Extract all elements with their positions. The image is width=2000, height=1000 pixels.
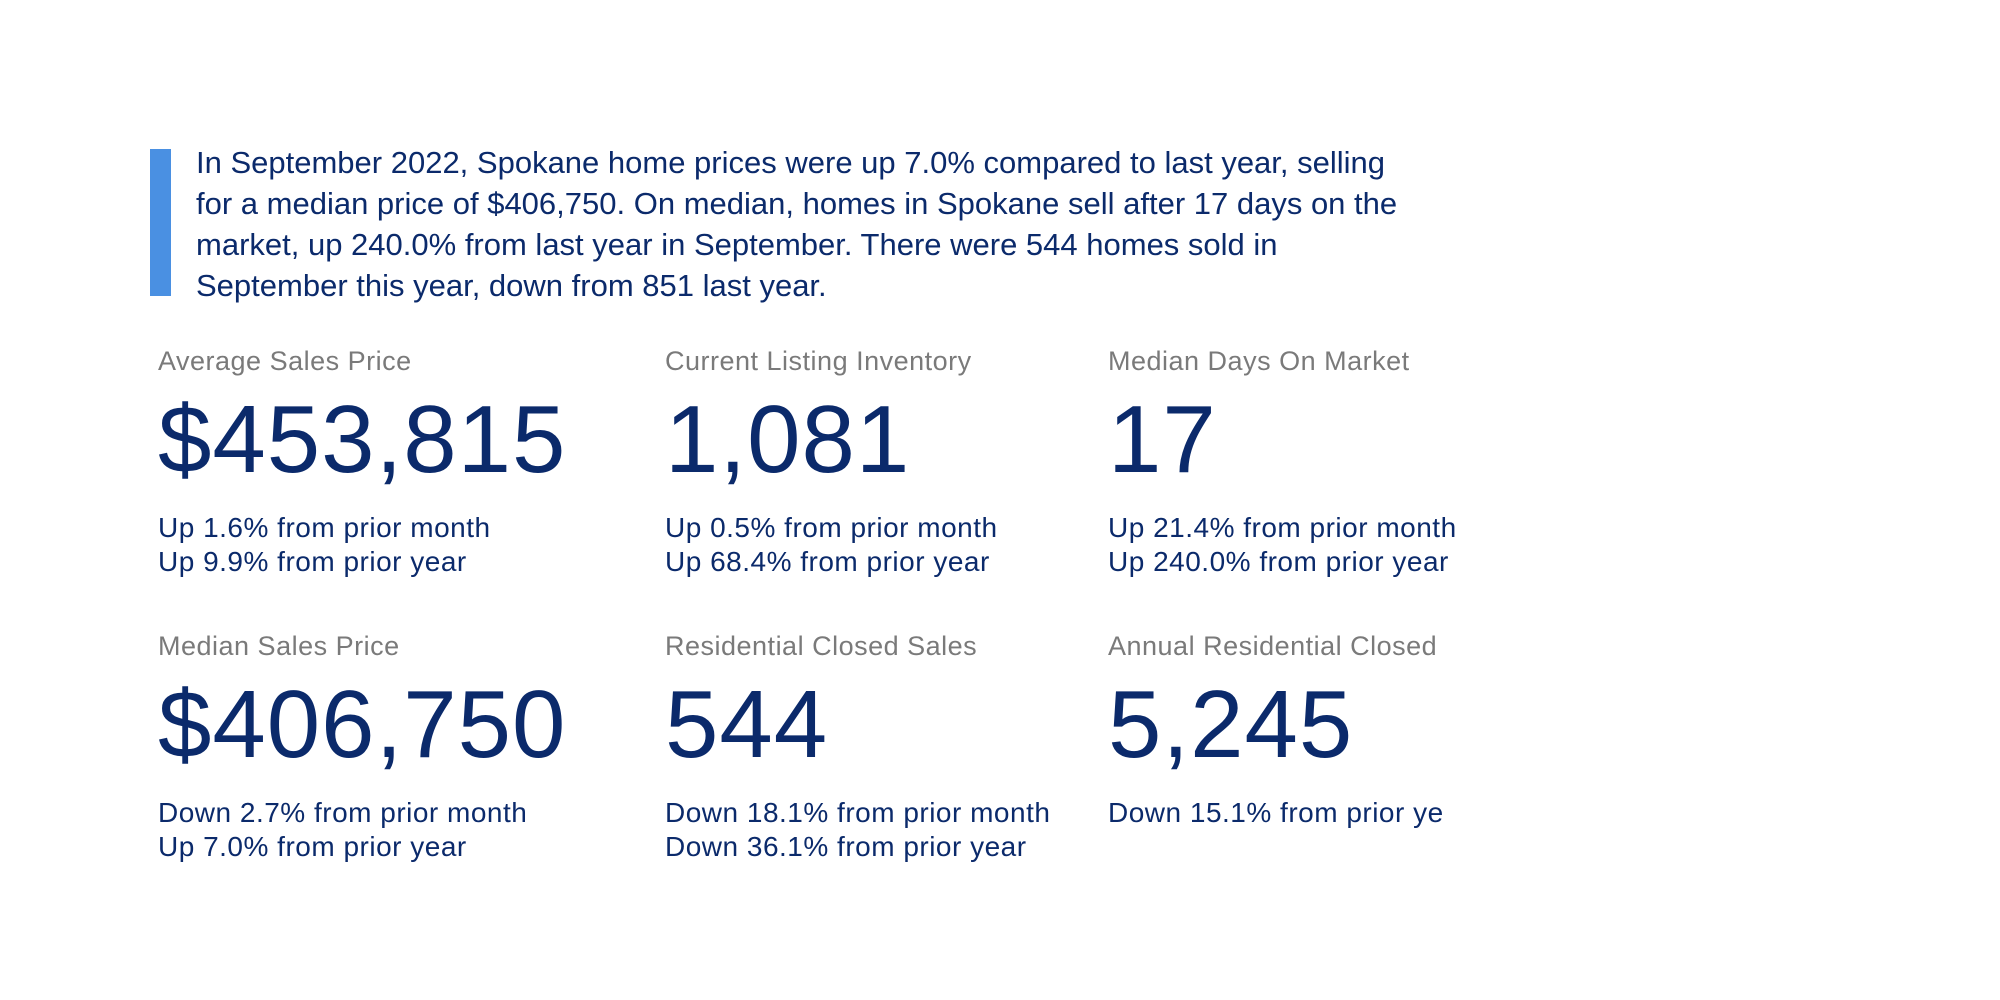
stat-label: Residential Closed Sales [665,631,978,661]
stat-card: Average Sales Price $453,815 Up 1.6% from … [158,343,638,579]
stat-change: Up 9.9% from prior year [158,546,467,577]
accent-bar [150,149,171,296]
stat-changes: Up 0.5% from prior month Up 68.4% from pr… [665,511,1145,579]
stat-label: Median Sales Price [158,631,400,661]
summary: In September 2022, Spokane home prices w… [196,145,1398,303]
stat-card: Median Sales Price $406,750 Down 2.7% from… [158,628,638,864]
stat-changes: Down 15.1% from prior ye [1108,796,1458,830]
stat-label: Median Days On Market [1108,346,1410,376]
stat-card: Annual Residential Closed 5,245 Down 15.1%… [1108,628,1458,830]
stat-change: Up 1.6% from prior month [158,512,491,543]
stat-value: $406,750 [158,671,567,778]
stat-changes: Down 18.1% from prior month Down 36.1% fr… [665,796,1145,864]
stat-change: Down 36.1% from prior year [665,831,1027,862]
stat-label: Current Listing Inventory [665,346,972,376]
stat-value: $453,815 [158,386,567,493]
stat-value: 17 [1108,386,1217,493]
stat-change: Down 2.7% from prior month [158,797,528,828]
stat-value: 544 [665,671,829,778]
stat-change: Down 18.1% from prior month [665,797,1051,828]
stat-change: Up 7.0% from prior year [158,831,467,862]
stat-change: Up 21.4% from prior month [1108,512,1457,543]
stat-value: 5,245 [1108,671,1354,778]
stat-change: Up 68.4% from prior year [665,546,990,577]
stat-changes: Up 21.4% from prior month Up 240.0% from … [1108,511,1458,579]
stat-label: Average Sales Price [158,346,412,376]
stat-card: Median Days On Market 17 Up 21.4% from pri… [1108,343,1458,579]
stat-change: Up 0.5% from prior month [665,512,998,543]
stat-value: 1,081 [665,386,911,493]
stat-changes: Down 2.7% from prior month Up 7.0% from p… [158,796,638,864]
stat-card: Current Listing Inventory 1,081 Up 0.5% fr… [665,343,1145,579]
stat-card: Residential Closed Sales 544 Down 18.1% fr… [665,628,1145,864]
stat-changes: Up 1.6% from prior month Up 9.9% from pri… [158,511,638,579]
stat-change: Down 15.1% from prior ye [1108,797,1444,828]
stat-change: Up 240.0% from prior year [1108,546,1449,577]
stat-label: Annual Residential Closed [1108,631,1438,661]
